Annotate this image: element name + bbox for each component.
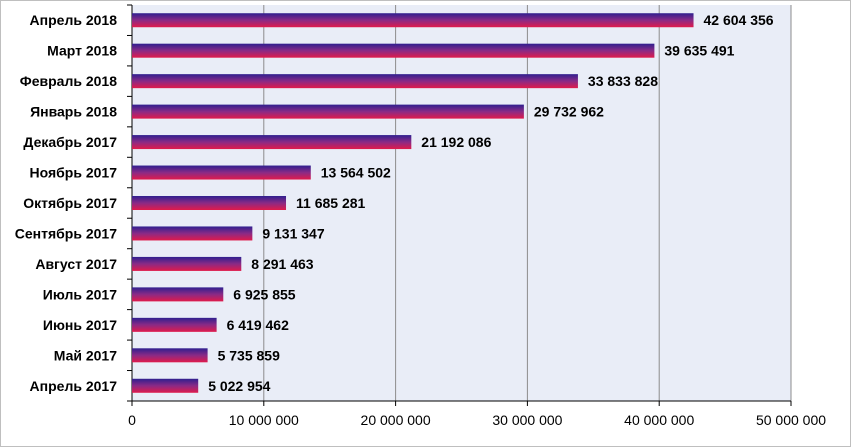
- bar[interactable]: [132, 287, 224, 302]
- x-tick-label: 0: [128, 412, 136, 428]
- value-label: 6 419 462: [227, 317, 289, 333]
- bar[interactable]: [132, 135, 412, 150]
- value-label: 29 732 962: [534, 104, 604, 120]
- bar[interactable]: [132, 196, 287, 210]
- bar[interactable]: [132, 43, 655, 58]
- category-label: Ноябрь 2017: [30, 165, 118, 181]
- value-label: 11 685 281: [296, 195, 366, 211]
- bar[interactable]: [132, 104, 524, 119]
- value-label: 21 192 086: [421, 134, 491, 150]
- x-tick-label: 20 000 000: [361, 412, 431, 428]
- category-label: Январь 2018: [30, 104, 117, 120]
- category-label: Июнь 2017: [43, 317, 117, 333]
- bar[interactable]: [132, 317, 217, 332]
- bar[interactable]: [132, 226, 253, 241]
- value-label: 33 833 828: [588, 73, 658, 89]
- x-tick-label: 50 000 000: [756, 412, 826, 428]
- category-label: Август 2017: [35, 256, 117, 272]
- category-label: Апрель 2018: [30, 12, 118, 28]
- bar[interactable]: [132, 378, 199, 393]
- value-label: 5 735 859: [218, 347, 280, 363]
- value-label: 39 635 491: [664, 43, 734, 59]
- category-label: Май 2017: [54, 347, 117, 363]
- value-label: 8 291 463: [251, 256, 313, 272]
- bar[interactable]: [132, 256, 242, 271]
- x-tick-label: 10 000 000: [229, 412, 299, 428]
- value-label: 9 131 347: [262, 225, 324, 241]
- category-label: Декабрь 2017: [23, 134, 117, 150]
- category-label: Апрель 2017: [30, 378, 118, 394]
- bar[interactable]: [132, 348, 208, 363]
- category-label: Июль 2017: [43, 286, 117, 302]
- bar[interactable]: [132, 13, 694, 28]
- bar[interactable]: [132, 165, 311, 180]
- bar[interactable]: [132, 74, 578, 89]
- category-label: Март 2018: [47, 43, 117, 59]
- value-label: 6 925 855: [233, 286, 295, 302]
- x-tick-label: 30 000 000: [492, 412, 562, 428]
- value-label: 5 022 954: [208, 378, 270, 394]
- category-label: Февраль 2018: [20, 73, 117, 89]
- value-label: 42 604 356: [704, 12, 774, 28]
- x-tick-label: 40 000 000: [624, 412, 694, 428]
- value-label: 13 564 502: [321, 165, 391, 181]
- category-label: Октябрь 2017: [23, 195, 117, 211]
- category-label: Сентябрь 2017: [15, 225, 117, 241]
